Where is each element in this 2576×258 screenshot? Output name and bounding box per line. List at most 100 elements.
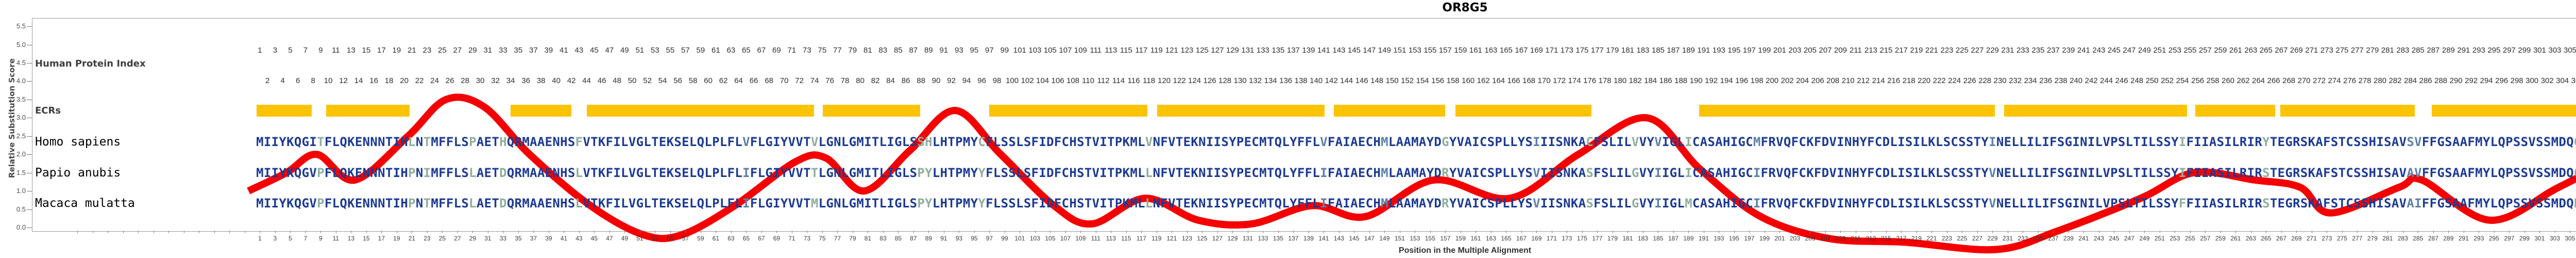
x-tick-label: 29 [469, 235, 477, 242]
sequence-residue: T [947, 135, 955, 149]
x-tick [1445, 231, 1446, 233]
sequence-residue: S [2216, 196, 2225, 211]
x-tick-label: 271 [2306, 235, 2317, 242]
protein-index-number: 229 [1986, 46, 1999, 55]
protein-index-number: 125 [1195, 46, 1209, 55]
sequence-residue: G [2285, 196, 2293, 211]
sequence-residue: S [1601, 165, 1609, 180]
sequence-residue: I [1472, 135, 1480, 149]
sequence-residue: I [2042, 135, 2049, 149]
x-tick-label: 59 [697, 235, 704, 242]
sequence-residue: T [1266, 135, 1275, 149]
sequence-residue: G [894, 135, 902, 149]
sequence-residue: A [1335, 165, 1343, 180]
sequence-residue: K [2308, 196, 2316, 211]
protein-index-number: 98 [992, 76, 1002, 85]
sequence-residue: L [575, 165, 583, 180]
sequence-residue: F [1814, 165, 1822, 180]
sequence-residue: I [423, 165, 431, 180]
sequence-residue: Y [1981, 165, 1989, 180]
sequence-residue: H [940, 196, 948, 211]
sequence-residue: S [2117, 165, 2126, 180]
sequence-residue: F [605, 196, 614, 211]
sequence-residue: G [1738, 135, 1745, 149]
sequence-residue: A [2460, 165, 2468, 180]
sequence-residue: V [1776, 196, 1784, 211]
sequence-residue: I [1540, 165, 1548, 180]
protein-index-number: 179 [1606, 46, 1619, 55]
sequence-residue: L [757, 135, 766, 149]
sequence-residue: I [2178, 135, 2187, 149]
sequence-residue: N [362, 196, 370, 211]
protein-index-number: 275 [2335, 46, 2349, 55]
sequence-residue: I [271, 196, 279, 211]
sequence-residue: Y [970, 165, 978, 180]
sequence-residue: T [1107, 135, 1115, 149]
sequence-residue: P [1114, 165, 1123, 180]
x-tick [594, 231, 595, 233]
sequence-residue: N [378, 135, 385, 149]
sequence-residue: I [1912, 196, 1921, 211]
protein-index-number: 121 [1165, 46, 1178, 55]
sequence-residue: P [469, 135, 477, 149]
sequence-residue: M [962, 196, 971, 211]
sequence-residue: Q [697, 165, 705, 180]
sequence-residue: Q [2498, 165, 2505, 180]
sequence-residue: I [2247, 135, 2255, 149]
sequence-residue: E [658, 135, 667, 149]
sequence-residue: S [1958, 196, 1966, 211]
x-tick [2129, 231, 2130, 233]
sequence-residue: C [1745, 196, 1753, 211]
sequence-residue: K [666, 165, 674, 180]
sequence-residue: C [1799, 165, 1806, 180]
sequence-residue: V [788, 135, 796, 149]
sequence-residue: M [1753, 135, 1761, 149]
protein-index-number: 198 [1750, 76, 1764, 85]
protein-index-number: 173 [1560, 46, 1573, 55]
protein-index-number: 12 [339, 76, 348, 85]
protein-index-number: 93 [955, 46, 963, 55]
sequence-residue: E [658, 165, 667, 180]
sequence-residue: N [552, 135, 560, 149]
sequence-residue: P [712, 135, 720, 149]
sequence-residue: V [810, 135, 819, 149]
x-tick-label: 119 [1151, 235, 1162, 242]
sequence-residue: S [2216, 135, 2225, 149]
protein-index-number: 141 [1317, 46, 1330, 55]
sequence-residue: I [2376, 196, 2384, 211]
sequence-residue: I [1685, 165, 1692, 180]
sequence-residue: S [2163, 165, 2171, 180]
protein-index-number: 74 [810, 76, 819, 85]
sequence-residue: E [1358, 196, 1366, 211]
sequence-residue: N [2080, 165, 2088, 180]
x-tick-label: 237 [2048, 235, 2059, 242]
sequence-residue: N [834, 196, 841, 211]
sequence-residue: S [2384, 196, 2392, 211]
sequence-residue: L [757, 165, 766, 180]
sequence-residue: T [651, 135, 659, 149]
x-tick [1992, 231, 1993, 233]
sequence-residue: A [2452, 135, 2460, 149]
sequence-residue: V [788, 165, 796, 180]
protein-index-number: 267 [2275, 46, 2288, 55]
x-tick-label: 141 [1318, 235, 1329, 242]
sequence-residue: S [567, 196, 575, 211]
x-tick-label: 281 [2382, 235, 2393, 242]
sequence-residue: N [362, 135, 370, 149]
protein-index-number: 52 [643, 76, 652, 85]
sequence-residue: A [1418, 135, 1427, 149]
sequence-residue: A [476, 165, 484, 180]
protein-index-number: 123 [1180, 46, 1194, 55]
sequence-residue: D [1821, 196, 1829, 211]
sequence-residue: T [1084, 165, 1092, 180]
protein-index-number: 15 [362, 46, 371, 55]
protein-index-number: 227 [1971, 46, 1984, 55]
protein-index-number: 16 [369, 76, 378, 85]
sequence-residue: Y [970, 135, 978, 149]
sequence-residue: L [621, 165, 629, 180]
sequence-residue: R [2255, 135, 2262, 149]
sequence-residue: F [1297, 165, 1305, 180]
sequence-residue: P [955, 135, 963, 149]
sequence-residue: I [1206, 135, 1214, 149]
x-tick [533, 231, 534, 233]
